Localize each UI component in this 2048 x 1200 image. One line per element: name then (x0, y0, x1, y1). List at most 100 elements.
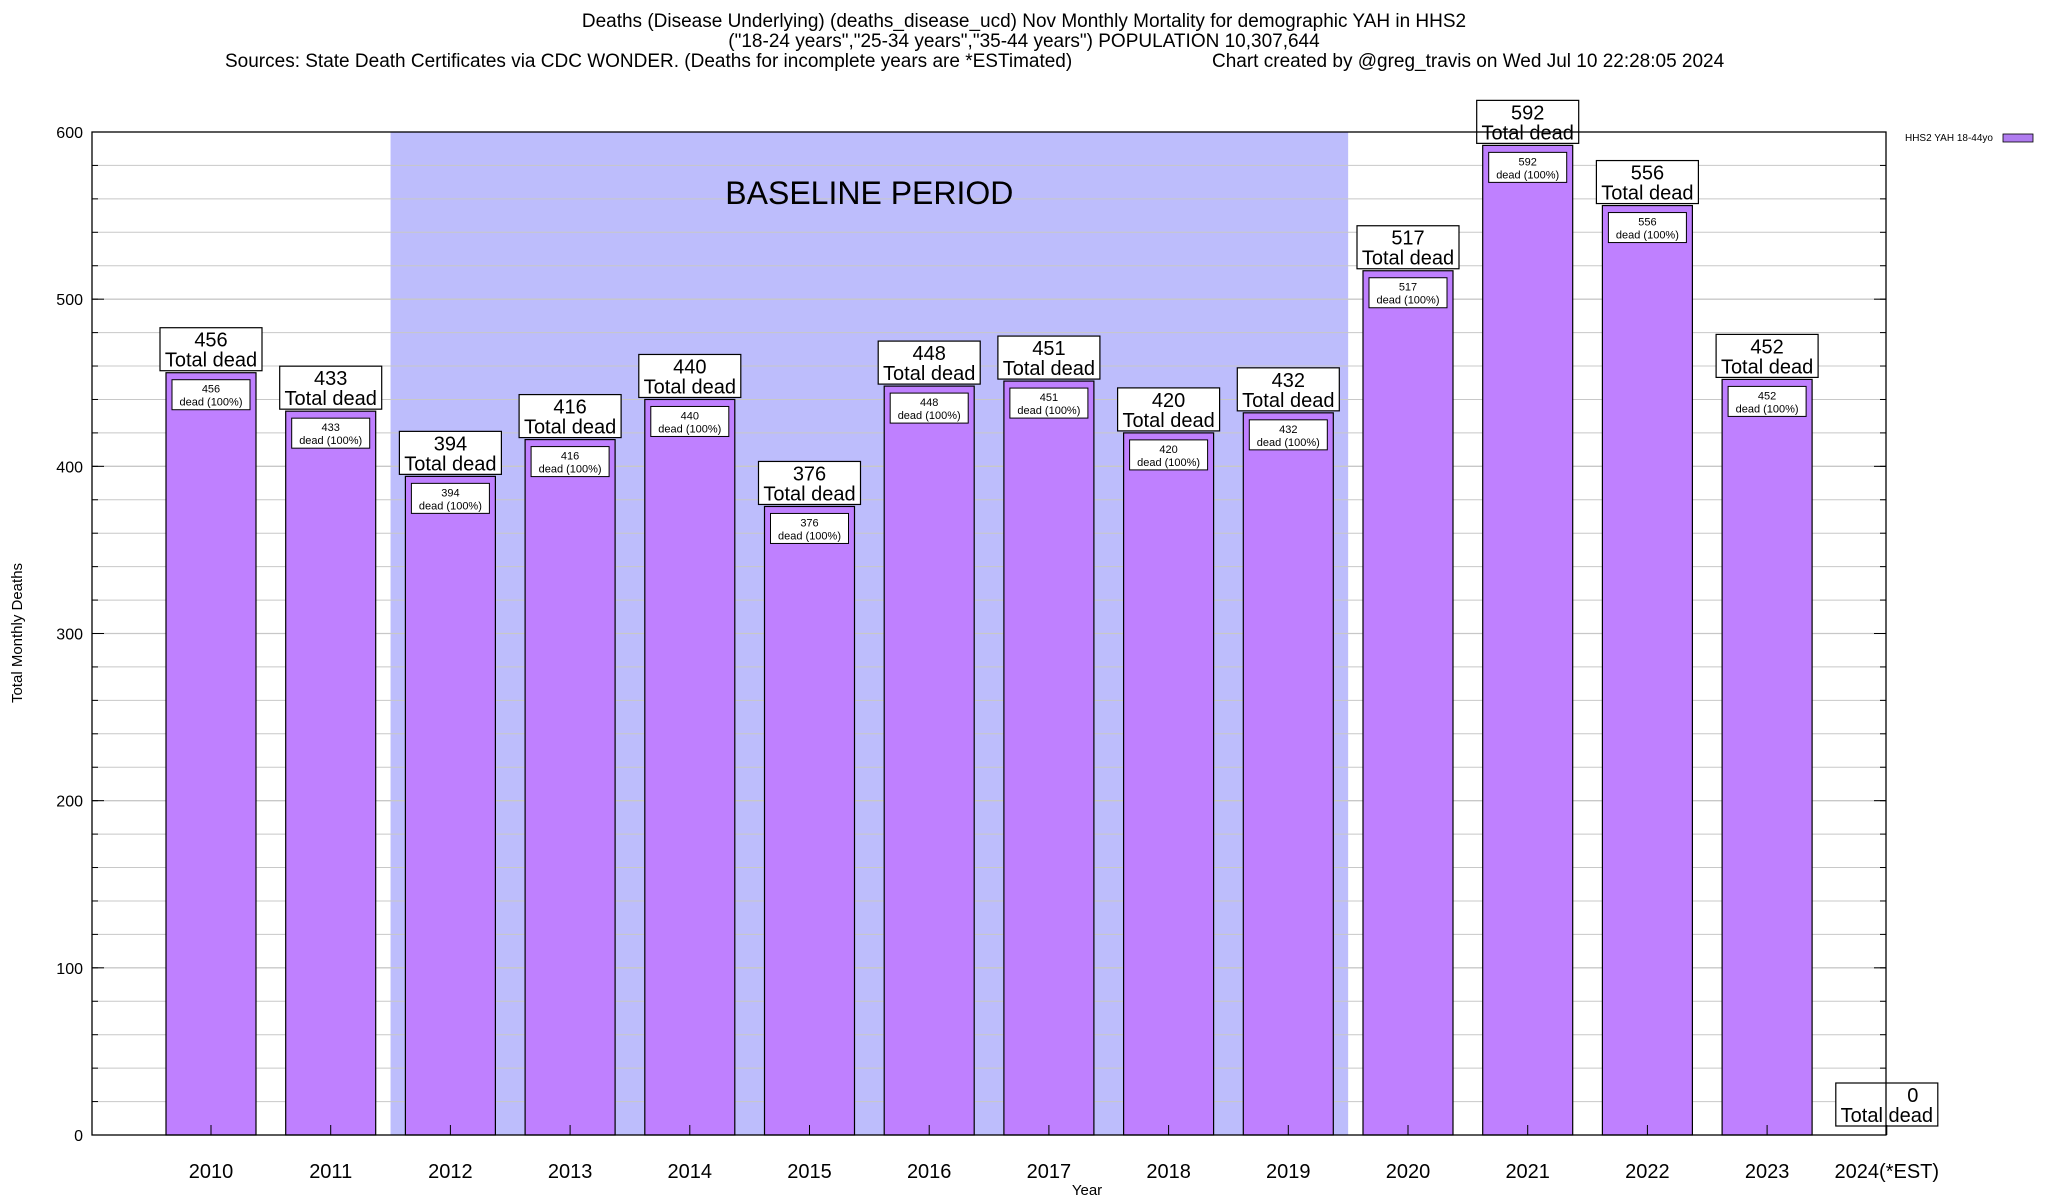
inner-value-label: 394 (441, 487, 459, 499)
total-text-label: Total dead (1841, 1105, 1933, 1127)
bar-2023 (1721, 378, 1813, 1136)
total-value-label: 0 (1907, 1085, 1918, 1107)
x-tick-label: 2022 (1625, 1161, 1670, 1183)
total-label-box (1476, 99, 1580, 144)
inner-percent-label: dead (100%) (180, 397, 243, 409)
inner-percent-label: dead (100%) (778, 530, 841, 542)
x-tick-label: 2024(*EST) (1835, 1161, 1940, 1183)
total-label-box (877, 340, 981, 385)
inner-label-box (1607, 212, 1687, 244)
chart-titles: Deaths (Disease Underlying) (deaths_dise… (0, 12, 2048, 72)
total-value-label: 517 (1391, 228, 1424, 250)
x-tick-label: 2011 (309, 1161, 352, 1183)
legend-swatch (2002, 133, 2034, 143)
x-tick-label: 2019 (1266, 1161, 1311, 1183)
total-label-box (1356, 225, 1460, 270)
plot-frame (91, 131, 1887, 1136)
total-label-box (1236, 367, 1340, 412)
x-tick-label: 2017 (1027, 1161, 1072, 1183)
total-label-box (1116, 387, 1221, 432)
inner-value-label: 517 (1399, 282, 1417, 294)
inner-percent-label: dead (100%) (1137, 457, 1200, 469)
y-tick-label: 600 (56, 125, 83, 142)
total-value-label: 456 (194, 330, 227, 352)
total-value-label: 432 (1272, 370, 1305, 392)
y-tick-label: 300 (56, 627, 83, 644)
inner-percent-label: dead (100%) (1017, 405, 1080, 417)
inner-label-box (1248, 419, 1328, 451)
y-tick-label: 400 (56, 459, 83, 476)
inner-label-box (1368, 277, 1448, 309)
inner-percent-label: dead (100%) (1736, 403, 1799, 415)
inner-percent-label: dead (100%) (1257, 437, 1320, 449)
total-value-label: 394 (434, 433, 467, 455)
inner-label-box (530, 446, 610, 478)
total-label-box (638, 353, 742, 399)
inner-percent-label: dead (100%) (299, 435, 362, 447)
inner-label-box (1488, 151, 1568, 183)
total-value-label: 376 (793, 463, 826, 485)
inner-value-label: 592 (1519, 156, 1537, 168)
total-text-label: Total dead (1721, 356, 1813, 378)
inner-value-label: 420 (1159, 444, 1177, 456)
bar-2019 (1242, 412, 1334, 1136)
inner-percent-label: dead (100%) (1377, 295, 1440, 307)
inner-value-label: 416 (561, 451, 579, 463)
baseline-label: BASELINE PERIOD (725, 175, 1013, 211)
inner-percent-label: dead (100%) (1496, 169, 1559, 181)
x-tick-label: 2021 (1505, 1161, 1550, 1183)
total-text-label: Total dead (644, 376, 736, 398)
total-text-label: Total dead (1482, 122, 1574, 144)
total-text-label: Total dead (883, 363, 975, 385)
inner-label-box (1727, 385, 1807, 417)
total-label-box (398, 430, 502, 475)
x-axis-label: Year (1072, 1182, 1102, 1199)
inner-percent-label: dead (100%) (539, 464, 602, 476)
x-tick-label: 2018 (1146, 1161, 1191, 1183)
bar-2010 (165, 372, 257, 1136)
total-label-box (757, 460, 862, 506)
chart-source: Sources: State Death Certificates via CD… (225, 51, 1073, 72)
bar-2018 (1122, 432, 1215, 1136)
total-text-label: Total dead (524, 417, 616, 439)
total-text-label: Total dead (1242, 390, 1334, 412)
total-value-label: 452 (1750, 336, 1783, 358)
total-label-box (1715, 333, 1819, 379)
legend-label: HHS2 YAH 18-44yo (1905, 133, 1993, 144)
inner-value-label: 451 (1040, 392, 1058, 404)
total-text-label: Total dead (1003, 358, 1095, 380)
total-text-label: Total dead (165, 350, 257, 372)
inner-percent-label: dead (100%) (419, 500, 482, 512)
total-label-box (279, 365, 383, 410)
inner-label-box (410, 482, 490, 514)
inner-label-box (770, 512, 849, 544)
bar-2013 (524, 438, 616, 1136)
y-tick-label: 100 (56, 961, 83, 978)
x-tick-label: 2020 (1386, 1161, 1431, 1183)
total-label-box (1835, 1082, 1939, 1127)
total-text-label: Total dead (1122, 410, 1214, 432)
total-value-label: 451 (1032, 338, 1065, 360)
total-text-label: Total dead (285, 388, 377, 410)
total-value-label: 420 (1152, 390, 1185, 412)
inner-label-box (1129, 439, 1209, 471)
bar-2021 (1482, 144, 1574, 1136)
y-axis-label: Total Monthly Deaths (9, 563, 26, 703)
inner-label-box (291, 417, 371, 449)
inner-value-label: 448 (920, 397, 938, 409)
inner-value-label: 556 (1638, 217, 1656, 229)
inner-percent-label: dead (100%) (658, 423, 721, 435)
total-value-label: 592 (1511, 102, 1544, 124)
total-text-label: Total dead (763, 483, 855, 505)
total-text-label: Total dead (1362, 248, 1454, 270)
inner-percent-label: dead (100%) (898, 410, 961, 422)
inner-value-label: 433 (322, 422, 340, 434)
inner-value-label: 456 (202, 384, 220, 396)
total-label-box (159, 327, 263, 372)
total-text-label: Total dead (404, 453, 496, 475)
y-tick-label: 0 (74, 1128, 83, 1145)
bar-2020 (1362, 270, 1454, 1136)
total-value-label: 433 (314, 368, 347, 390)
bar-2012 (404, 475, 496, 1136)
